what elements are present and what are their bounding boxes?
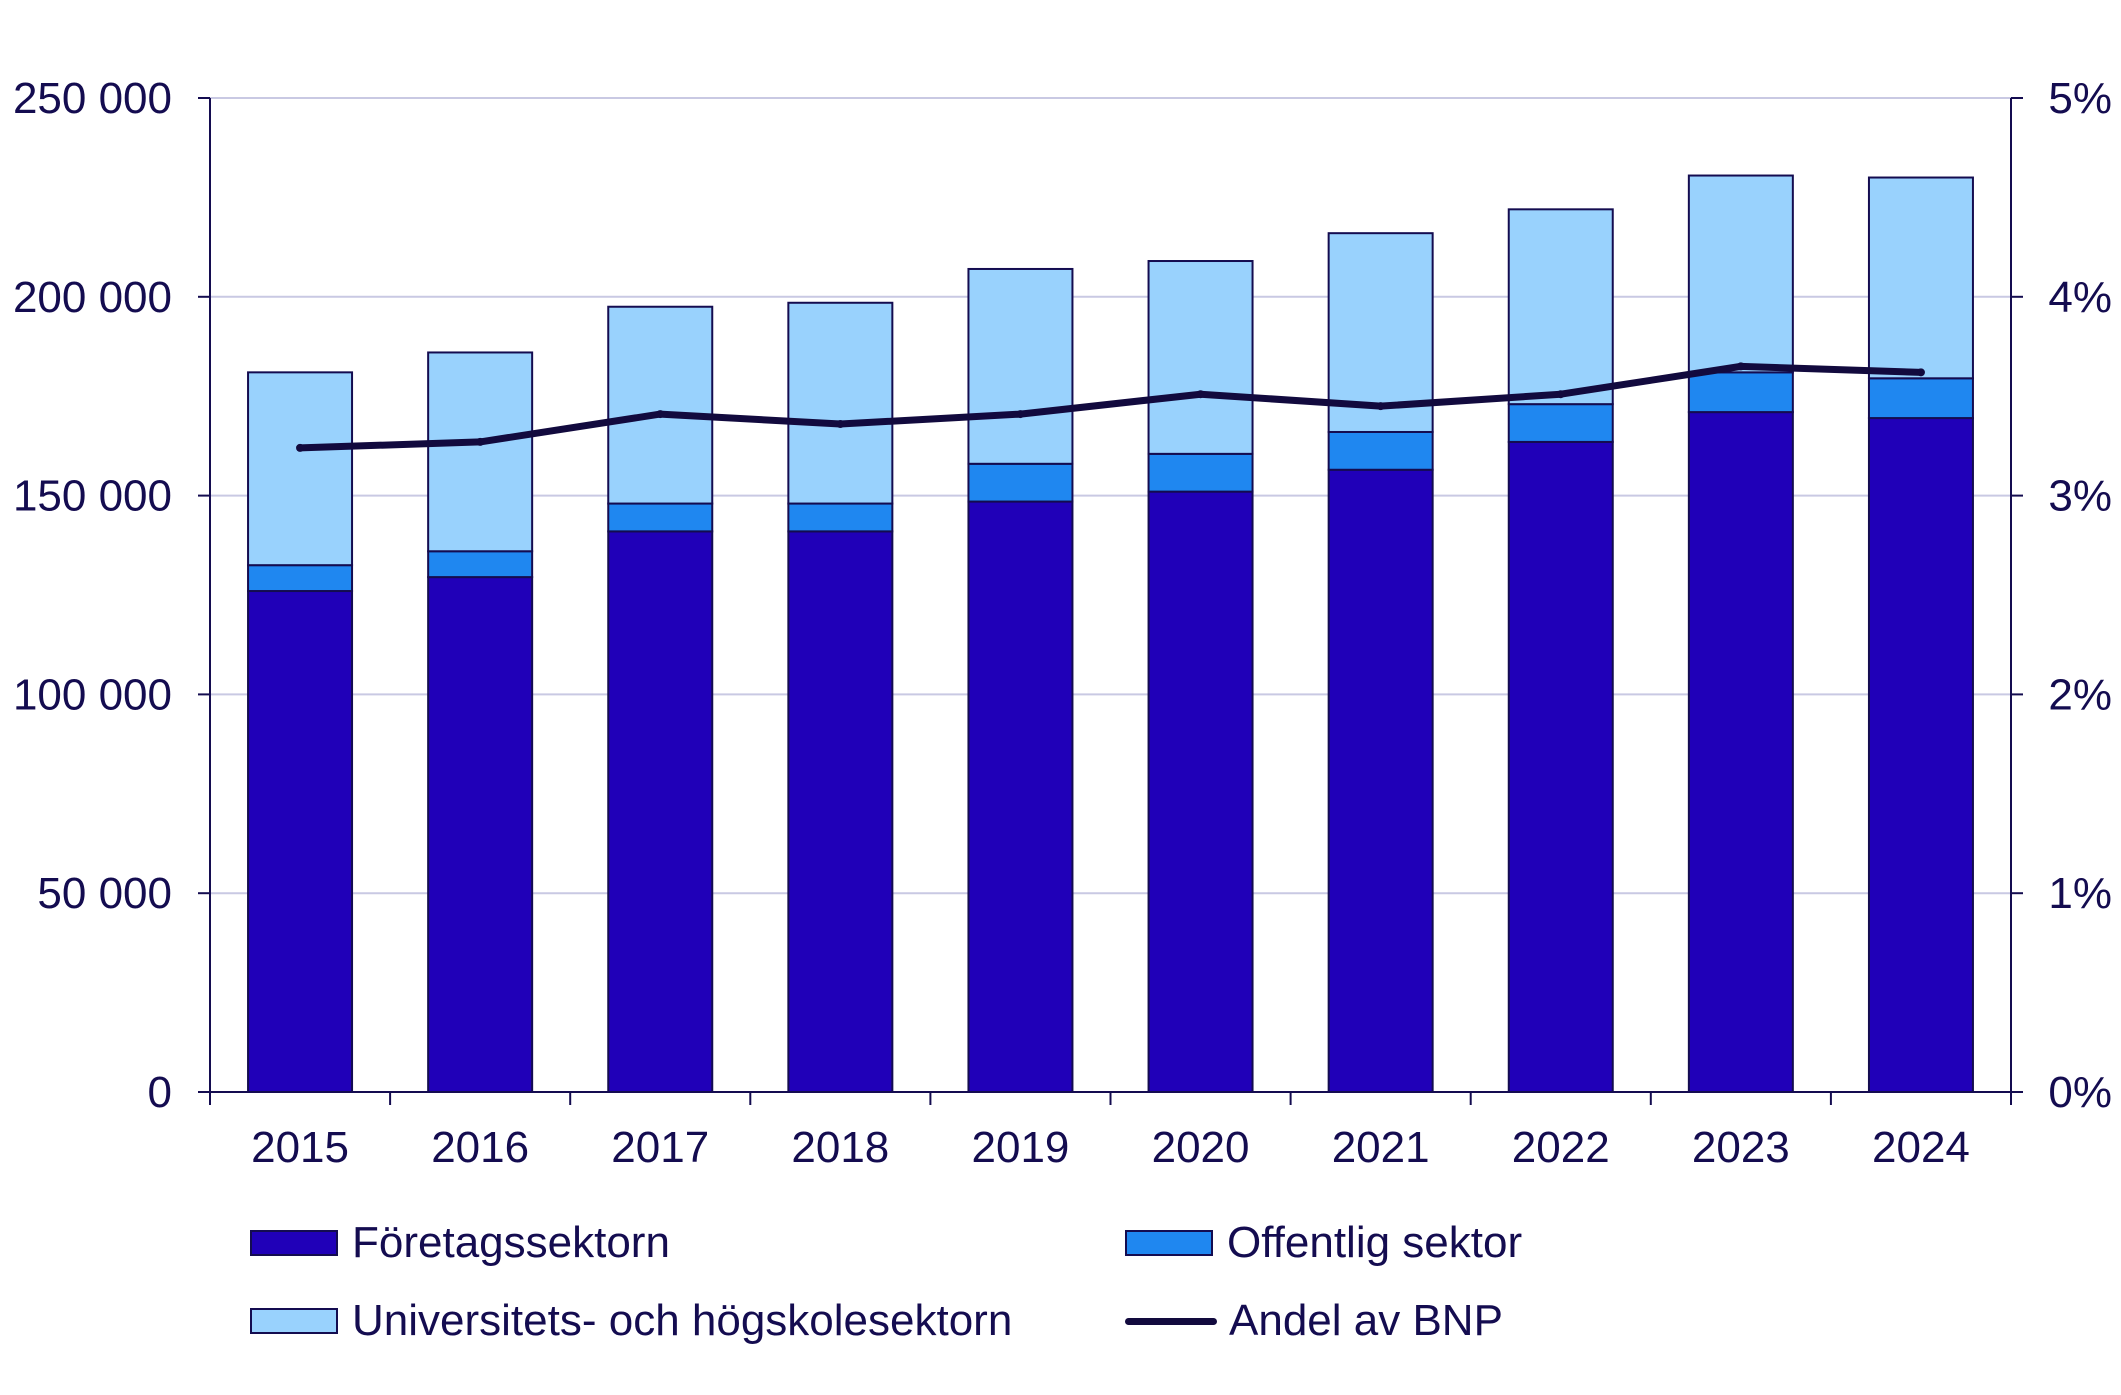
y2-tick-label: 0% bbox=[2048, 1068, 2112, 1117]
x-tick-label: 2022 bbox=[1512, 1123, 1610, 1172]
legend-item-andel-av-bnp: Andel av BNP bbox=[1125, 1293, 1503, 1349]
bar-universitet-2018 bbox=[787, 301, 894, 505]
bar-foretag-2023 bbox=[1687, 411, 1794, 1093]
x-tick-label: 2015 bbox=[251, 1123, 349, 1172]
y2-tick-label: 3% bbox=[2048, 472, 2112, 521]
legend-item-offentlig-sektor: Offentlig sektor bbox=[1125, 1215, 1522, 1271]
bar-foretag-2016 bbox=[427, 576, 534, 1093]
line-point-2016 bbox=[476, 437, 485, 446]
bar-offentlig-2018 bbox=[787, 502, 894, 533]
bar-offentlig-2022 bbox=[1507, 403, 1614, 443]
legend-swatch-offentlig-sektor bbox=[1125, 1230, 1213, 1256]
legend-item-universitetssektorn: Universitets- och högskolesektorn bbox=[250, 1293, 1012, 1349]
bar-offentlig-2020 bbox=[1147, 452, 1254, 493]
y-tick-label: 200 000 bbox=[13, 273, 172, 322]
y2-tick-label: 1% bbox=[2048, 869, 2112, 918]
x-tick-label: 2018 bbox=[791, 1123, 889, 1172]
bar-foretag-2024 bbox=[1867, 417, 1974, 1093]
x-tick-label: 2019 bbox=[972, 1123, 1070, 1172]
x-tick-label: 2023 bbox=[1692, 1123, 1790, 1172]
bar-universitet-2017 bbox=[607, 305, 714, 505]
bar-offentlig-2016 bbox=[427, 550, 534, 579]
bar-offentlig-2015 bbox=[247, 564, 354, 593]
x-tick-label: 2020 bbox=[1152, 1123, 1250, 1172]
y-tick-label: 250 000 bbox=[13, 74, 172, 123]
bar-universitet-2021 bbox=[1327, 232, 1434, 433]
line-point-2024 bbox=[1916, 368, 1925, 377]
legend-label: Offentlig sektor bbox=[1227, 1218, 1523, 1267]
bar-offentlig-2023 bbox=[1687, 371, 1794, 414]
bar-universitet-2019 bbox=[967, 267, 1074, 465]
y2-tick-label: 5% bbox=[2048, 74, 2112, 123]
y-tick-label: 150 000 bbox=[13, 472, 172, 521]
line-point-2017 bbox=[656, 410, 665, 419]
x-tick-label: 2017 bbox=[611, 1123, 709, 1172]
bar-foretag-2019 bbox=[967, 500, 1074, 1093]
bar-universitet-2023 bbox=[1687, 174, 1794, 374]
y-tick-label: 0 bbox=[148, 1068, 172, 1117]
legend-swatch-universitetssektorn bbox=[250, 1308, 338, 1334]
bar-offentlig-2019 bbox=[967, 462, 1074, 503]
line-point-2021 bbox=[1376, 402, 1385, 411]
bar-offentlig-2024 bbox=[1867, 377, 1974, 420]
legend-item-foretagssektorn: Företagssektorn bbox=[250, 1215, 670, 1271]
line-point-2019 bbox=[1016, 410, 1025, 419]
bar-foretag-2020 bbox=[1147, 490, 1254, 1093]
bar-foretag-2017 bbox=[607, 530, 714, 1093]
bar-foretag-2021 bbox=[1327, 468, 1434, 1094]
line-point-2018 bbox=[836, 420, 845, 429]
x-tick-label: 2024 bbox=[1872, 1123, 1970, 1172]
y-tick-label: 100 000 bbox=[13, 670, 172, 719]
line-point-2023 bbox=[1736, 362, 1745, 371]
bar-universitet-2020 bbox=[1147, 260, 1254, 455]
legend-label: Universitets- och högskolesektorn bbox=[352, 1296, 1013, 1345]
y-tick-label: 50 000 bbox=[37, 869, 172, 918]
legend-label: Andel av BNP bbox=[1229, 1296, 1503, 1345]
axes bbox=[198, 97, 2023, 1105]
bar-offentlig-2021 bbox=[1327, 430, 1434, 471]
bar-foretag-2015 bbox=[247, 590, 354, 1093]
y2-tick-label: 4% bbox=[2048, 273, 2112, 322]
bar-universitet-2022 bbox=[1507, 208, 1614, 406]
tick-labels: 0 50 000 100 000 150 000 200 000 250 000 0% 1% 2… bbox=[13, 74, 2112, 1172]
legend-line-andel-av-bnp bbox=[1125, 1317, 1217, 1325]
x-tick-label: 2016 bbox=[431, 1123, 529, 1172]
x-tick-label: 2021 bbox=[1332, 1123, 1430, 1172]
line-point-2015 bbox=[296, 443, 305, 452]
line-andel-av-bnp bbox=[296, 362, 1925, 452]
line-point-2020 bbox=[1196, 390, 1205, 399]
bar-universitet-2024 bbox=[1867, 176, 1974, 380]
line-point-2022 bbox=[1556, 390, 1565, 399]
bars bbox=[247, 174, 1974, 1094]
legend-label: Företagssektorn bbox=[352, 1218, 670, 1267]
legend-swatch-foretagssektorn bbox=[250, 1230, 338, 1256]
bar-universitet-2015 bbox=[247, 371, 354, 567]
bar-foretag-2022 bbox=[1507, 440, 1614, 1093]
bar-offentlig-2017 bbox=[607, 502, 714, 533]
legend: Företagssektorn Offentlig sektor Univers… bbox=[250, 1215, 2050, 1385]
bar-universitet-2016 bbox=[427, 351, 534, 553]
y2-tick-label: 2% bbox=[2048, 670, 2112, 719]
bar-foretag-2018 bbox=[787, 530, 894, 1093]
bnp-line bbox=[296, 362, 1925, 452]
